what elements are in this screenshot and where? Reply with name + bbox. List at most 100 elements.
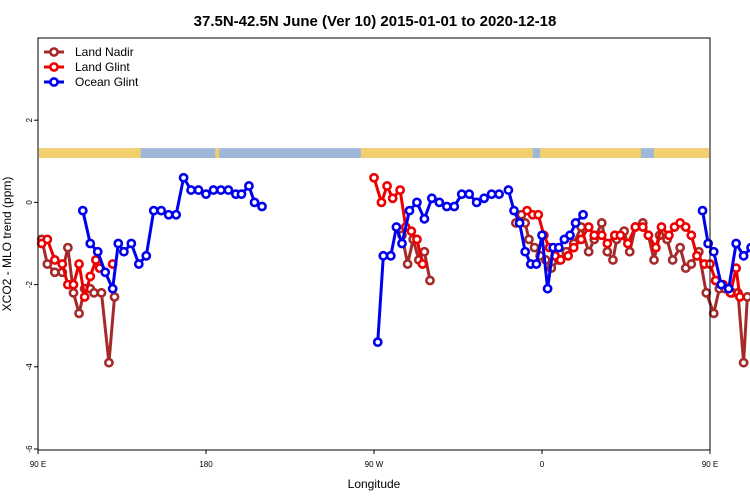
series-1-point-3-20	[650, 242, 661, 253]
series-2-point-1-1	[378, 250, 389, 261]
series-2-point-1-5	[404, 205, 415, 216]
series-1-point-3-18	[637, 222, 648, 232]
series-1-point-3-13	[602, 238, 613, 249]
series-2-point-0-15	[186, 185, 196, 195]
series-1-point-0-3	[57, 259, 68, 269]
series-2-point-0-25	[257, 201, 267, 212]
series-2-point-3-2	[708, 246, 719, 257]
y-tick-label-3: 0	[25, 200, 34, 205]
series-2-point-1-9	[434, 197, 445, 208]
x-tick-label-3: 0	[540, 460, 545, 469]
series-2-point-0-23	[244, 181, 254, 191]
x-axis: 90 E 180 90 W 0 90 E	[30, 450, 718, 469]
land-band-1	[215, 148, 220, 159]
series-2-point-3-4	[723, 283, 734, 294]
series-1-point-3-10	[583, 222, 594, 232]
series-2-point-1-14	[471, 197, 482, 208]
series-0-point-2-37	[738, 357, 749, 368]
series-2-point-0-7	[126, 238, 137, 249]
series-2-point-3-7	[746, 242, 750, 253]
series-2-point-2-2	[514, 218, 525, 228]
series-2-point-0-0	[77, 205, 88, 216]
series-1-point-3-22	[664, 230, 674, 241]
series-1-point-3-15	[615, 230, 626, 241]
land-band-4	[654, 148, 709, 159]
series-0-point-0-12	[109, 292, 120, 302]
series-2-point-0-24	[249, 197, 260, 208]
series-0-point-0-5	[68, 287, 79, 298]
legend-label-0: Land Nadir	[75, 45, 134, 59]
series-2-point-3-6	[738, 250, 749, 261]
legend-marker-1	[49, 62, 59, 72]
series-2-point-1-2	[385, 250, 396, 261]
series-1-point-0-7	[79, 292, 90, 302]
land-ocean-strip	[39, 148, 709, 159]
land-band-2	[360, 148, 533, 159]
series-1-point-2-6	[406, 226, 417, 237]
series-2-point-1-7	[419, 213, 430, 224]
series-0-point-0-9	[89, 287, 99, 298]
series-2-point-0-2	[92, 246, 103, 257]
series-1-point-0-1	[42, 234, 53, 245]
series-1-point-2-2	[382, 181, 392, 191]
series-0-point-0-1	[42, 259, 53, 269]
series-1-point-2-7	[412, 234, 422, 245]
series-1-point-0-5	[68, 279, 79, 290]
series-1-point-2-1	[376, 197, 387, 208]
series-0-point-2-27	[675, 242, 686, 253]
series-2-point-1-17	[494, 189, 504, 200]
series-0-point-2-15	[602, 246, 613, 257]
legend-marker-0	[49, 47, 59, 57]
series-1-point-0-8	[85, 271, 96, 282]
series-1-point-3-34	[734, 292, 745, 302]
series-2-point-0-4	[107, 283, 118, 294]
series-2-line-1	[376, 192, 500, 343]
series-1-point-3-11	[589, 230, 600, 241]
series-2-point-1-13	[464, 189, 475, 200]
series-2-point-3-3	[716, 279, 727, 290]
series-1-point-3-6	[555, 255, 566, 265]
series-0-point-2-12	[583, 246, 594, 257]
series-2-point-1-6	[412, 197, 422, 208]
legend-label-2: Ocean Glint	[75, 75, 139, 89]
series-2-point-2-9	[553, 242, 564, 253]
series-2-point-1-16	[486, 189, 497, 200]
series-2-point-1-4	[397, 238, 407, 249]
series-2-point-0-20	[223, 185, 234, 195]
series-1-point-3-27	[692, 250, 702, 261]
series-0-point-0-2	[49, 267, 60, 278]
series-0-point-2-4	[529, 242, 540, 253]
legend-marker-2	[49, 77, 59, 87]
series-2-point-2-1	[509, 205, 519, 216]
series-0-point-1-4	[419, 246, 430, 257]
x-tick-label-0: 90 E	[30, 460, 46, 469]
series-2-point-2-11	[565, 230, 575, 241]
series-1-point-3-17	[630, 222, 641, 232]
y-tick-label-2: -2	[25, 280, 34, 288]
series-2-point-1-3	[391, 222, 402, 232]
series-0-point-2-16	[608, 255, 618, 265]
series-0-point-0-6	[74, 308, 84, 319]
legend-label-1: Land Glint	[75, 60, 130, 74]
series-2-point-1-8	[426, 193, 437, 204]
series-2-point-0-14	[178, 172, 189, 183]
y-axis: -6 -4 -2 0 2	[25, 117, 38, 453]
x-tick-label-2: 90 W	[365, 460, 384, 469]
series-1-point-3-26	[686, 230, 697, 241]
series-2-point-1-15	[479, 193, 490, 204]
series-2-point-0-11	[156, 205, 167, 216]
series-2-point-0-22	[236, 189, 247, 200]
series-2-point-0-9	[141, 250, 152, 261]
series-2-point-0-12	[163, 209, 174, 220]
series-2-point-1-10	[441, 201, 452, 212]
series-0-point-2-3	[524, 234, 534, 245]
series-1-point-3-19	[643, 230, 654, 241]
series-2-point-0-8	[133, 259, 144, 269]
series-2-point-0-18	[208, 185, 219, 195]
series-1-point-3-8	[568, 242, 579, 253]
series-2-point-3-0	[697, 205, 708, 216]
series-0-point-2-23	[649, 255, 659, 265]
series-2-point-0-16	[193, 185, 204, 195]
series-2-point-2-3	[520, 246, 531, 257]
